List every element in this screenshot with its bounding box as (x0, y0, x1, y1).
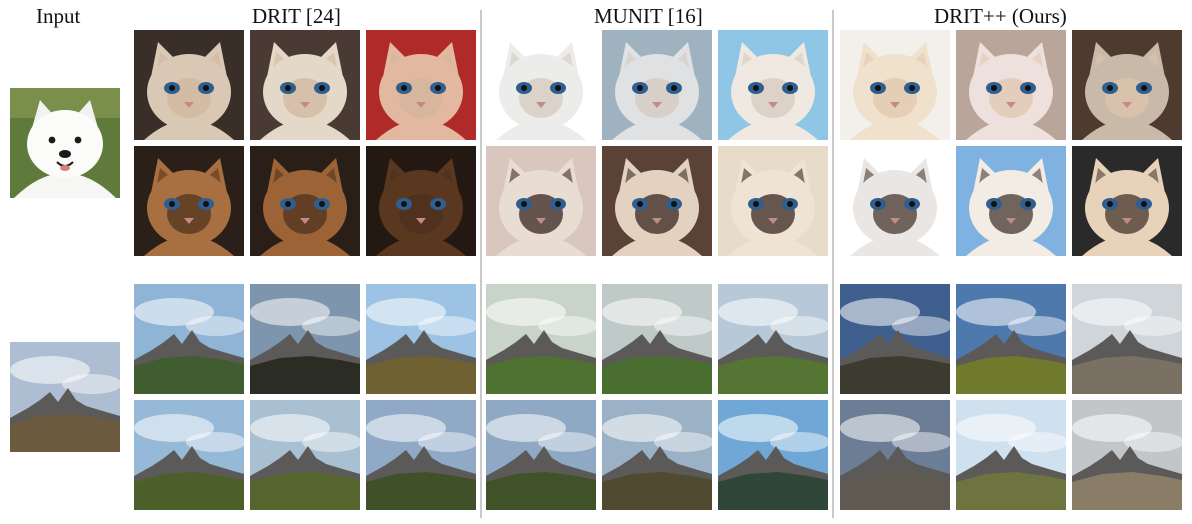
output-landscape-image (1072, 400, 1182, 510)
output-cat-image (486, 146, 596, 256)
output-landscape-image (250, 400, 360, 510)
output-cat-image (840, 30, 950, 140)
output-landscape-image (1072, 284, 1182, 394)
output-cat-image (840, 146, 950, 256)
output-landscape-image (602, 284, 712, 394)
divider-left (480, 10, 482, 518)
header-input: Input (36, 4, 81, 28)
output-cat-image (250, 146, 360, 256)
output-landscape-image (718, 400, 828, 510)
output-landscape-image (840, 400, 950, 510)
output-landscape-image (134, 400, 244, 510)
output-cat-image (602, 146, 712, 256)
output-landscape-image (718, 284, 828, 394)
output-landscape-image (486, 400, 596, 510)
output-landscape-image (840, 284, 950, 394)
output-landscape-image (250, 284, 360, 394)
output-cat-image (956, 146, 1066, 256)
output-landscape-image (602, 400, 712, 510)
output-landscape-image (486, 284, 596, 394)
output-cat-image (718, 146, 828, 256)
output-landscape-image (956, 400, 1066, 510)
output-cat-image (1072, 30, 1182, 140)
output-cat-image (602, 30, 712, 140)
output-landscape-image (366, 400, 476, 510)
output-cat-image (486, 30, 596, 140)
output-cat-image (250, 30, 360, 140)
header-drit: DRIT [24] (252, 4, 341, 28)
output-cat-image (366, 30, 476, 140)
output-cat-image (1072, 146, 1182, 256)
divider-right (832, 10, 834, 518)
output-cat-image (718, 30, 828, 140)
input-landscape-image (10, 342, 120, 452)
output-cat-image (956, 30, 1066, 140)
header-dritpp: DRIT++ (Ours) (934, 4, 1067, 28)
output-cat-image (366, 146, 476, 256)
output-landscape-image (366, 284, 476, 394)
header-munit: MUNIT [16] (594, 4, 703, 28)
output-cat-image (134, 146, 244, 256)
output-cat-image (134, 30, 244, 140)
input-dog-image (10, 88, 120, 198)
output-landscape-image (956, 284, 1066, 394)
output-landscape-image (134, 284, 244, 394)
